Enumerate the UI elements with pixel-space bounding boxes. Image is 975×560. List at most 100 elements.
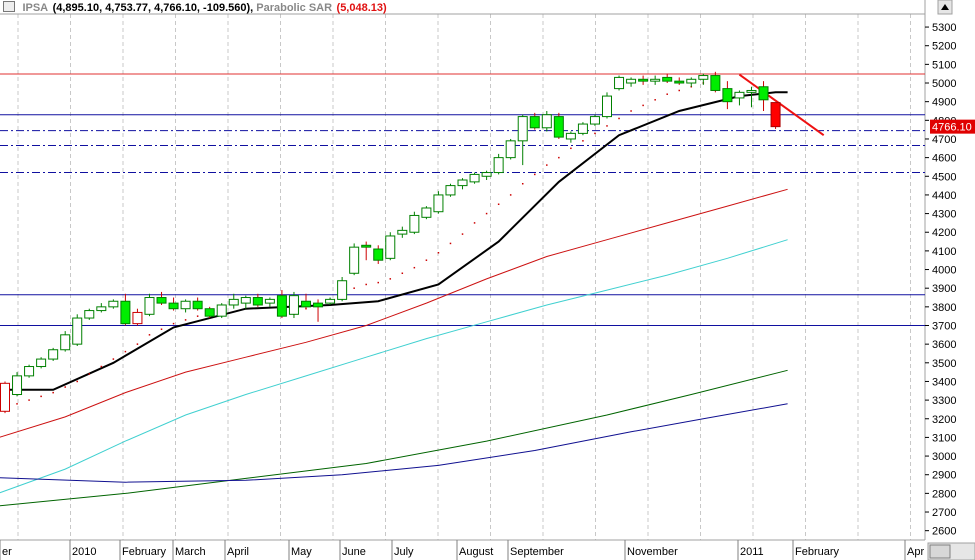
y-tick-label: 5300 <box>932 22 956 34</box>
x-tick-label: November <box>627 546 678 558</box>
price-axis: 5300520051005000490048004700460045004400… <box>925 22 956 538</box>
sar-dot <box>52 391 54 394</box>
candle-body <box>553 116 564 138</box>
sar-dot <box>485 212 488 215</box>
x-tick-label: March <box>175 546 206 558</box>
y-tick-label: 4000 <box>932 265 956 277</box>
candle-body <box>397 229 408 235</box>
x-tick-label: 2010 <box>72 546 96 558</box>
y-tick-label: 2700 <box>932 507 956 519</box>
horizontal-levels <box>0 73 925 326</box>
sar-dot <box>437 252 440 254</box>
sar-dot <box>16 403 18 405</box>
header-icon <box>3 1 15 13</box>
y-tick-label: 3700 <box>932 320 956 332</box>
candle-body <box>192 300 203 310</box>
indicator-lines <box>0 73 825 507</box>
candle-body <box>710 75 721 91</box>
symbol-label: IPSA <box>22 2 49 14</box>
x-tick-label: September <box>510 546 564 558</box>
candle-body <box>349 246 360 274</box>
candle-body <box>72 317 83 345</box>
candle-body <box>662 76 673 82</box>
sar-dot <box>136 343 139 345</box>
last-price-label: 4766.10 <box>932 122 972 134</box>
indicator-line <box>738 73 825 137</box>
sar-dot <box>618 117 620 120</box>
candle-body <box>493 157 504 174</box>
indicator-name: Parabolic SAR <box>256 2 333 14</box>
sar-dot <box>76 380 78 383</box>
y-tick-label: 4600 <box>932 153 956 165</box>
candle-body <box>577 123 588 134</box>
candle-body <box>301 300 311 308</box>
x-tick-label: er <box>2 546 12 558</box>
parabolic-sar-dots <box>4 78 717 409</box>
sar-dot <box>449 242 452 245</box>
sar-dot <box>28 399 30 401</box>
y-tick-label: 3200 <box>932 414 956 426</box>
candle-body <box>481 172 492 177</box>
candle-body <box>589 116 600 125</box>
candle-body <box>240 297 251 304</box>
candle-body <box>565 132 576 140</box>
indicator-value: (5,048.13) <box>336 2 387 14</box>
sar-dot <box>678 89 680 92</box>
scroll-thumb[interactable] <box>929 544 951 559</box>
x-tick-label: February <box>795 546 840 558</box>
y-tick-label: 3400 <box>932 376 956 388</box>
x-tick-label: February <box>122 546 167 558</box>
candle-body <box>734 91 745 99</box>
sar-dot <box>425 259 428 261</box>
scrollbar-controls <box>927 0 975 560</box>
x-tick-label: Apr <box>907 546 924 558</box>
candle-body <box>758 86 769 101</box>
chart-header: IPSA (4,895.10, 4,753.77, 4,766.10, -109… <box>3 0 387 14</box>
y-tick-label: 4400 <box>932 190 956 202</box>
y-tick-label: 3800 <box>932 302 956 314</box>
sar-dot <box>594 132 596 135</box>
candle-body <box>361 244 372 248</box>
y-tick-label: 3300 <box>932 395 956 407</box>
candle-body <box>541 114 552 129</box>
sar-dot <box>558 156 560 159</box>
candle-body <box>421 207 432 218</box>
y-tick-label: 3500 <box>932 358 956 370</box>
candle-body <box>638 78 649 82</box>
sar-dot <box>112 358 115 360</box>
candle-body <box>505 140 516 159</box>
candle-body <box>276 295 287 317</box>
candle-body <box>770 102 781 128</box>
candle-body <box>48 349 59 360</box>
sar-dot <box>100 365 103 368</box>
sar-dot <box>546 164 548 166</box>
y-tick-label: 3900 <box>932 283 956 295</box>
candle-body <box>674 80 685 84</box>
sar-dot <box>461 233 464 235</box>
candle-body <box>84 310 95 319</box>
y-tick-label: 3000 <box>932 451 956 463</box>
y-tick-label: 2800 <box>932 488 956 500</box>
sar-dot <box>630 110 632 112</box>
y-tick-label: 4300 <box>932 209 956 221</box>
y-tick-label: 3100 <box>932 432 956 444</box>
indicator-line <box>0 369 788 507</box>
time-axis: er 2010 February March April May June July Augus… <box>0 539 925 560</box>
sar-dot <box>88 373 91 375</box>
sar-dot <box>666 93 668 95</box>
sar-dot <box>160 328 163 330</box>
indicator-line <box>0 91 788 391</box>
last-price-box <box>930 119 975 134</box>
indicator-line <box>0 239 788 494</box>
candle-body <box>517 116 528 142</box>
y-tick-label: 4100 <box>932 246 956 258</box>
sar-dot <box>654 99 656 101</box>
sar-dot <box>401 272 404 275</box>
y-tick-label: 4500 <box>932 171 956 183</box>
candle-body <box>746 89 757 93</box>
sar-dot <box>509 194 512 196</box>
candle-body <box>60 334 71 351</box>
candle-body <box>120 300 131 325</box>
candle-body <box>698 75 709 80</box>
